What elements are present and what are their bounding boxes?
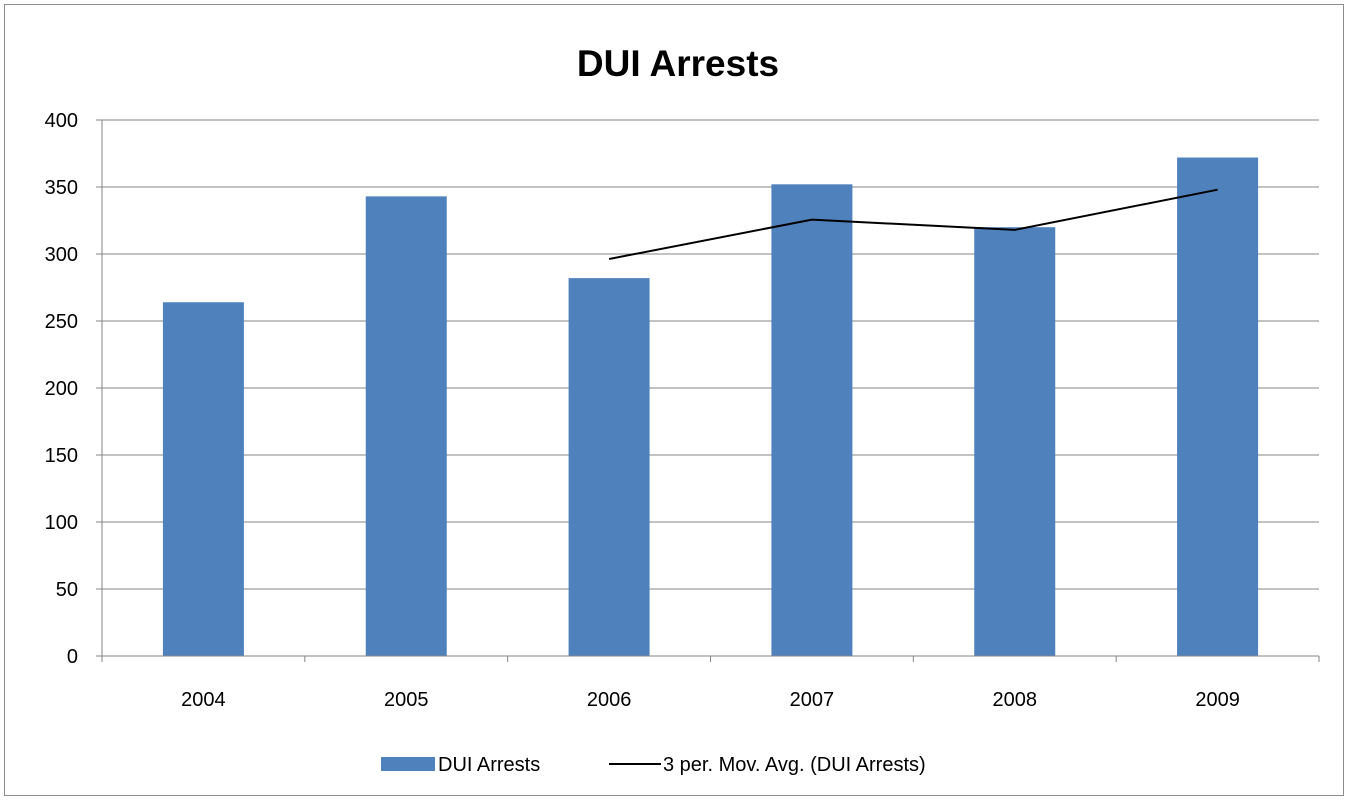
legend: DUI Arrests 3 per. Mov. Avg. (DUI Arrest… <box>381 754 926 776</box>
moving-average-line <box>608 188 1218 260</box>
bar-2005 <box>365 196 447 656</box>
y-tick-label: 400 <box>45 110 78 132</box>
legend-label-dui-arrests: DUI Arrests <box>438 754 540 776</box>
gridlines <box>102 119 1319 590</box>
y-tick-label: 350 <box>45 177 78 199</box>
bar-2009 <box>1177 157 1259 656</box>
x-tick-label: 2007 <box>790 689 835 711</box>
x-tick-label: 2009 <box>1195 689 1240 711</box>
x-axis-tick-labels: 2004 2005 2006 2007 2008 2009 <box>181 689 1240 711</box>
bar-2004 <box>162 302 244 656</box>
chart-svg: DUI Arrests 0 50 100 150 200 250 300 350 400 200… <box>45 43 1320 776</box>
y-tick-label: 300 <box>45 244 78 266</box>
x-tick-label: 2008 <box>993 689 1038 711</box>
y-tick-label: 150 <box>45 445 78 467</box>
chart-area: DUI Arrests 0 50 100 150 200 250 300 350 400 200… <box>4 4 1344 796</box>
bar-2006 <box>568 278 650 656</box>
y-tick-label: 250 <box>45 311 78 333</box>
moving-average-line-group <box>608 188 1218 260</box>
chart-title: DUI Arrests <box>577 43 779 84</box>
bar-2007 <box>771 184 853 656</box>
legend-label-moving-average: 3 per. Mov. Avg. (DUI Arrests) <box>663 754 926 776</box>
bars <box>162 157 1259 656</box>
y-tick-label: 50 <box>56 579 78 601</box>
legend-swatch-dui-arrests <box>381 757 435 771</box>
axes <box>96 119 1320 662</box>
y-tick-label: 0 <box>67 646 78 668</box>
x-tick-label: 2005 <box>384 689 429 711</box>
y-tick-label: 100 <box>45 512 78 534</box>
x-tick-label: 2006 <box>587 689 632 711</box>
bar-2008 <box>974 227 1056 656</box>
y-axis-tick-labels: 0 50 100 150 200 250 300 350 400 <box>45 110 78 668</box>
y-tick-label: 200 <box>45 378 78 400</box>
x-tick-label: 2004 <box>181 689 226 711</box>
